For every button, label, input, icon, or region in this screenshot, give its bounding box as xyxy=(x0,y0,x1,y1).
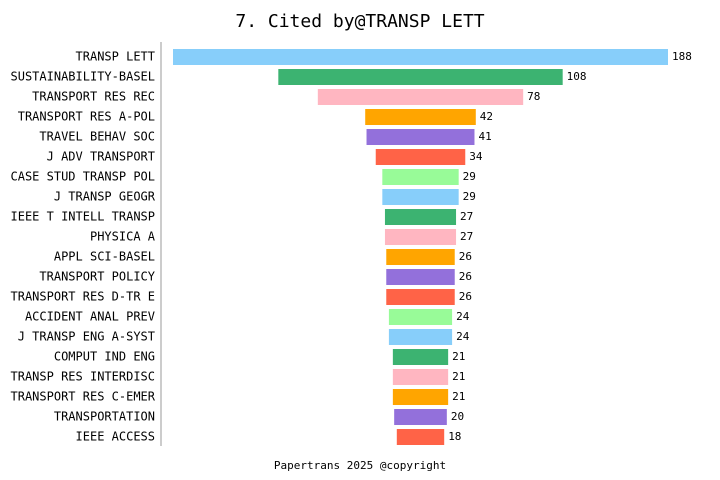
value-label: 42 xyxy=(480,110,493,123)
category-label: CASE STUD TRANSP POL xyxy=(11,170,156,184)
category-label: SUSTAINABILITY-BASEL xyxy=(11,70,156,84)
bar xyxy=(386,249,455,265)
category-label: COMPUT IND ENG xyxy=(54,350,155,364)
caption: Papertrans 2025 @copyright xyxy=(274,459,446,472)
bar xyxy=(392,349,449,365)
category-label: TRANSPORT RES REC xyxy=(32,90,155,104)
category-label: ACCIDENT ANAL PREV xyxy=(25,310,155,324)
value-label: 29 xyxy=(463,170,476,183)
bar xyxy=(384,229,457,245)
value-label: 34 xyxy=(469,150,483,163)
bar xyxy=(386,289,455,305)
category-label: TRANSPORT RES A-POL xyxy=(18,110,155,124)
value-label: 29 xyxy=(463,190,476,203)
value-label: 24 xyxy=(456,330,470,343)
category-label: TRAVEL BEHAV SOC xyxy=(39,130,155,144)
bar xyxy=(392,369,449,385)
value-label: 21 xyxy=(452,370,465,383)
bar xyxy=(278,69,563,85)
category-label: TRANSPORT POLICY xyxy=(39,270,155,284)
value-label: 188 xyxy=(672,50,692,63)
category-label: TRANSP RES INTERDISC xyxy=(11,370,156,384)
value-label: 21 xyxy=(452,350,465,363)
bar xyxy=(384,209,457,225)
bar xyxy=(396,429,445,445)
bar xyxy=(317,89,524,105)
category-label: APPL SCI-BASEL xyxy=(54,250,155,264)
bar xyxy=(382,169,459,185)
value-label: 18 xyxy=(448,430,461,443)
bar xyxy=(388,309,453,325)
category-label: TRANSP LETT xyxy=(76,50,155,64)
bar xyxy=(366,129,475,145)
value-label: 108 xyxy=(567,70,587,83)
value-label: 26 xyxy=(459,250,472,263)
bar xyxy=(173,49,668,65)
bar xyxy=(394,409,447,425)
category-label: PHYSICA A xyxy=(90,230,156,244)
category-label: IEEE ACCESS xyxy=(76,430,155,444)
value-label: 20 xyxy=(451,410,464,423)
bar xyxy=(365,109,476,125)
category-label: TRANSPORTATION xyxy=(54,410,155,424)
value-label: 26 xyxy=(459,270,472,283)
bar xyxy=(382,189,459,205)
value-label: 78 xyxy=(527,90,540,103)
bar xyxy=(386,269,455,285)
bar xyxy=(388,329,453,345)
chart-title: 7. Cited by@TRANSP LETT xyxy=(235,11,484,32)
bar xyxy=(392,389,449,405)
value-label: 21 xyxy=(452,390,465,403)
category-label: TRANSPORT RES C-EMER xyxy=(11,390,156,404)
category-label: TRANSPORT RES D-TR E xyxy=(11,290,156,304)
category-label: IEEE T INTELL TRANSP xyxy=(11,210,156,224)
value-label: 27 xyxy=(460,210,473,223)
bar xyxy=(375,149,466,165)
category-label: J TRANSP GEOGR xyxy=(54,190,156,204)
value-label: 24 xyxy=(456,310,470,323)
value-label: 26 xyxy=(459,290,472,303)
category-label: J ADV TRANSPORT xyxy=(47,150,155,164)
category-label: J TRANSP ENG A-SYST xyxy=(18,330,155,344)
value-label: 27 xyxy=(460,230,473,243)
value-label: 41 xyxy=(478,130,491,143)
